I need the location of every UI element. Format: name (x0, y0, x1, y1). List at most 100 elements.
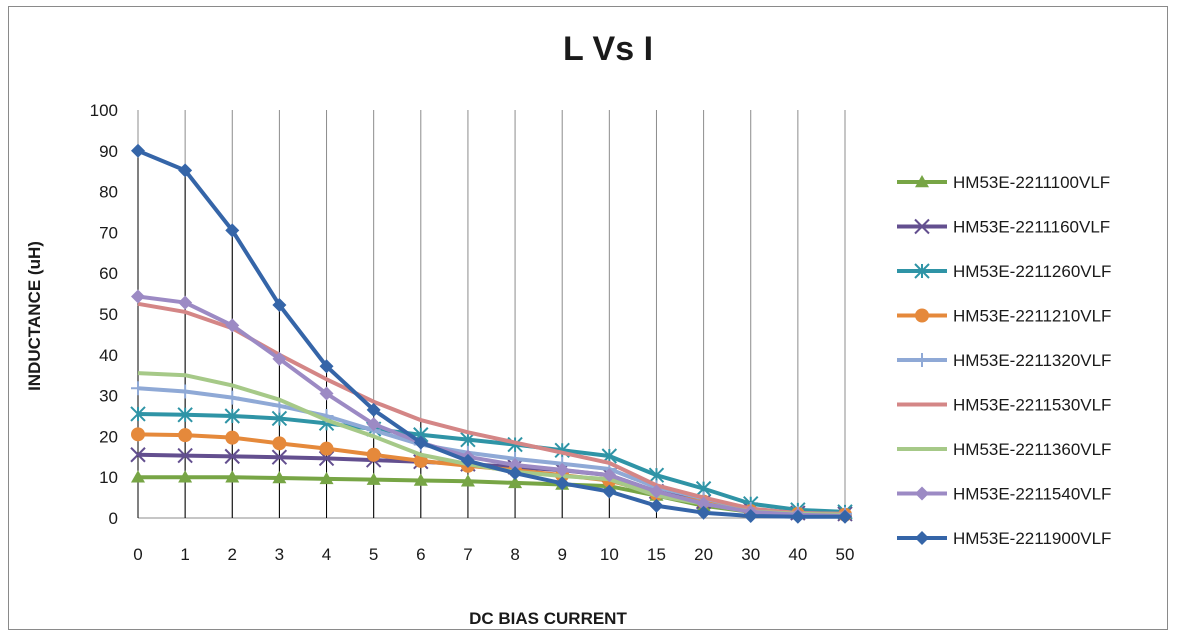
data-point (178, 428, 193, 443)
data-point (838, 509, 852, 524)
series-line (137, 148, 845, 519)
data-point (743, 508, 758, 523)
data-point (914, 263, 930, 279)
data-point (460, 453, 475, 468)
series-3 (130, 406, 853, 520)
legend-item: HM53E-2211320VLF (897, 351, 1111, 370)
data-point (272, 436, 287, 451)
data-point (460, 474, 475, 487)
data-point (225, 223, 240, 238)
y-tick-label: 70 (99, 223, 118, 242)
data-point (130, 406, 146, 422)
data-point (413, 435, 428, 450)
y-tick-label: 20 (99, 427, 118, 446)
y-tick-label: 80 (99, 183, 118, 202)
x-tick-label: 50 (836, 545, 855, 564)
series-line (137, 432, 846, 517)
ticks-layer: 0 10 20 30 40 50 60 70 80 90 100 0 1 2 3 4 5 6 7 8 9 10 15 20 30… (90, 101, 855, 564)
data-point (272, 298, 287, 313)
y-axis-title: INDUCTANCE (uH) (25, 241, 44, 391)
data-point (790, 509, 805, 524)
y-tick-label: 60 (99, 264, 118, 283)
series-9 (131, 143, 852, 524)
data-point (271, 410, 288, 427)
x-tick-label: 0 (133, 545, 142, 564)
data-point (366, 447, 381, 462)
x-tick-label: 4 (322, 545, 331, 564)
data-point (914, 218, 930, 235)
data-point (131, 470, 145, 483)
data-point (130, 447, 146, 463)
data-point (225, 470, 240, 483)
chart-title: L Vs I (563, 30, 653, 68)
data-point (508, 475, 523, 489)
data-point (915, 308, 929, 323)
y-tick-label: 40 (99, 346, 118, 365)
y-tick-label: 0 (109, 509, 118, 528)
x-tick-label: 8 (510, 545, 519, 564)
x-tick-label: 10 (600, 545, 619, 564)
data-point (272, 471, 287, 484)
data-point (178, 163, 193, 178)
data-point (915, 486, 929, 501)
data-point (555, 476, 570, 491)
legend-label: HM53E-2211360VLF (953, 440, 1111, 459)
legend-label: HM53E-2211530VLF (953, 396, 1111, 415)
data-point (224, 408, 240, 424)
data-point (648, 467, 665, 483)
data-point (225, 390, 240, 405)
data-point (915, 531, 929, 545)
data-point (508, 466, 523, 481)
x-tick-label: 2 (228, 545, 237, 564)
y-tick-label: 50 (99, 305, 118, 324)
data-point (696, 505, 711, 520)
x-tick-label: 20 (694, 545, 713, 564)
data-point (649, 484, 664, 499)
data-point (131, 427, 145, 442)
y-tick-label: 100 (90, 101, 118, 120)
data-point (178, 384, 193, 399)
data-point (272, 351, 287, 366)
series-8 (131, 289, 852, 523)
data-point (915, 353, 929, 367)
data-point (366, 402, 381, 417)
legend-item: HM53E-2211260VLF (897, 262, 1111, 281)
data-point (555, 462, 570, 477)
x-tick-label: 5 (369, 545, 378, 564)
y-tick-label: 90 (99, 142, 118, 161)
legend: HM53E-2211100VLF HM53E-2211160VLF HM53E-22… (897, 173, 1111, 548)
x-tick-label: 1 (180, 545, 189, 564)
data-point (178, 295, 193, 310)
legend-label: HM53E-2211320VLF (953, 351, 1111, 370)
legend-label: HM53E-2211900VLF (953, 529, 1111, 548)
data-point (177, 407, 193, 423)
data-point (319, 359, 334, 374)
series-line (137, 294, 846, 518)
data-point (319, 386, 334, 401)
x-tick-label: 40 (788, 545, 807, 564)
legend-item: HM53E-2211100VLF (897, 173, 1110, 192)
legend-item: HM53E-2211210VLF (897, 307, 1111, 326)
data-point (131, 289, 145, 304)
x-tick-label: 6 (416, 545, 425, 564)
legend-item: HM53E-2211900VLF (897, 529, 1111, 548)
x-tick-label: 9 (557, 545, 566, 564)
legend-item: HM53E-2211160VLF (897, 218, 1110, 237)
data-point (508, 457, 523, 472)
series-layer (130, 143, 853, 524)
x-tick-label: 15 (647, 545, 666, 564)
legend-label: HM53E-2211210VLF (953, 307, 1111, 326)
series-line (137, 411, 846, 514)
data-point (602, 484, 617, 499)
x-axis-title: DC BIAS CURRENT (469, 609, 627, 628)
legend-item: HM53E-2211530VLF (897, 396, 1111, 415)
x-tick-label: 30 (741, 545, 760, 564)
data-point (649, 498, 664, 513)
legend-label: HM53E-2211540VLF (953, 485, 1111, 504)
data-point (131, 381, 145, 396)
data-point (696, 496, 711, 511)
y-tick-label: 10 (99, 468, 118, 487)
x-tick-label: 7 (463, 545, 472, 564)
data-point (178, 470, 193, 483)
